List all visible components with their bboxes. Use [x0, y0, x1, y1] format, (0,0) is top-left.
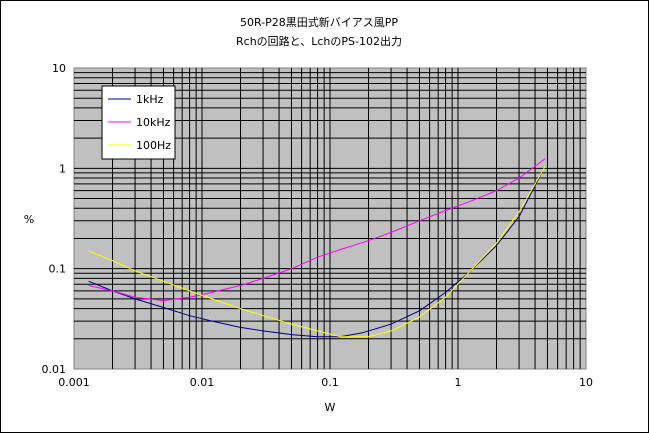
- x-tick-label: 10: [579, 376, 593, 389]
- chart-title: 50R-P28黒田式新バイアス風PP: [240, 15, 398, 29]
- x-tick-label: 0.001: [58, 376, 90, 389]
- y-tick-label: 0.01: [42, 363, 67, 376]
- y-tick-label: 0.1: [49, 263, 67, 276]
- y-tick-label: 1: [59, 162, 66, 175]
- x-tick-label: 1: [455, 376, 462, 389]
- x-tick-label: 0.01: [190, 376, 215, 389]
- legend-label-1khz: 1kHz: [136, 93, 164, 106]
- legend-label-100hz: 100Hz: [136, 139, 171, 152]
- chart-subtitle: Rchの回路と、LchのPS-102出力: [236, 34, 402, 48]
- x-tick-label: 0.1: [321, 376, 339, 389]
- y-tick-label: 10: [52, 62, 66, 75]
- grid-lines: [74, 68, 586, 369]
- y-tick-labels: 0.01 0.1 1 10: [42, 62, 67, 376]
- legend: 1kHz 10kHz 100Hz: [101, 85, 176, 160]
- series-line-10khz: [88, 158, 546, 302]
- series-lines: [88, 158, 546, 338]
- y-axis-label: %: [24, 213, 34, 226]
- legend-label-10khz: 10kHz: [136, 116, 171, 129]
- x-tick-labels: 0.001 0.01 0.1 1 10: [58, 376, 593, 389]
- series-line-100hz: [88, 165, 546, 338]
- x-axis-label: W: [325, 401, 336, 414]
